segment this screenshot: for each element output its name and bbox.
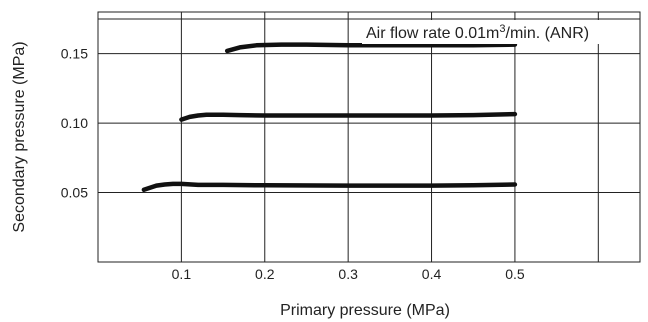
- x-tick-label: 0.3: [338, 266, 358, 282]
- grid: [98, 12, 640, 262]
- series-line-2: [179, 111, 518, 122]
- y-tick-label: 0.15: [61, 46, 88, 62]
- y-tick-label: 0.10: [61, 115, 88, 131]
- flow-rate-annotation: Air flow rate 0.01m3/min. (ANR): [366, 23, 589, 42]
- tick-labels: 0.1 0.2 0.3 0.4 0.5 0.05 0.10 0.15: [61, 46, 525, 282]
- series-line-1: [141, 181, 518, 193]
- series-line-3: [224, 42, 518, 54]
- x-tick-label: 0.5: [505, 266, 525, 282]
- x-tick-label: 0.4: [422, 266, 442, 282]
- y-axis-title: Secondary pressure (MPa): [11, 41, 28, 232]
- x-tick-label: 0.2: [255, 266, 275, 282]
- x-tick-label: 0.1: [172, 266, 192, 282]
- y-tick-label: 0.05: [61, 185, 88, 201]
- annotation-background: [362, 20, 626, 44]
- x-axis-title: Primary pressure (MPa): [280, 302, 450, 319]
- annotation-text-after: /min. (ANR): [506, 25, 590, 42]
- plot-border: [97, 11, 641, 263]
- annotation-text-before: Air flow rate 0.01m: [366, 25, 499, 42]
- plot-frame: [97, 11, 641, 263]
- series-lines: [141, 42, 518, 193]
- annotation-superscript: 3: [499, 23, 505, 35]
